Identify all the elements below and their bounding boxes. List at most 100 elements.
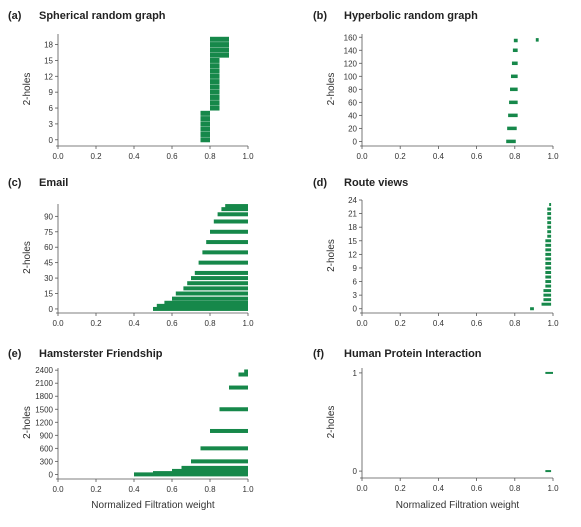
bar: [545, 266, 552, 270]
bar: [545, 270, 552, 274]
y-tick-label: 140: [344, 46, 358, 55]
bar: [172, 296, 248, 301]
bar: [191, 459, 248, 464]
bars: [134, 369, 248, 477]
x-tick-label: 0.8: [509, 152, 521, 161]
y-tick-label: 0: [49, 136, 54, 145]
bar: [219, 407, 248, 412]
panel-letter: (c): [8, 177, 22, 189]
y-tick-label: 0: [353, 137, 358, 146]
x-tick-label: 0.4: [128, 485, 140, 494]
y-tick-label: 40: [348, 111, 357, 120]
bar: [210, 68, 220, 74]
bar: [217, 212, 248, 217]
panel-a: (a) Spherical random graph 0.0 0.2 0.4 0.6 0.8…: [8, 10, 254, 161]
x-tick-label: 0.0: [52, 152, 64, 161]
bar: [200, 116, 210, 122]
bar: [200, 137, 210, 143]
y-tick-label: 45: [44, 259, 53, 268]
x-tick-label: 1.0: [242, 319, 254, 328]
bar: [172, 468, 248, 473]
bars: [153, 204, 248, 311]
bar: [545, 280, 552, 284]
panel-e: (e) Hamsterster Friendship 0.0 0.2 0.4 0.6 0.8…: [8, 348, 254, 511]
bar: [506, 139, 516, 144]
y-tick-label: 60: [348, 98, 357, 107]
bar: [210, 52, 229, 58]
y-tick-label: 15: [44, 56, 53, 65]
x-tick-label: 0.2: [395, 319, 407, 328]
bar: [200, 131, 210, 137]
x-axis-label: Normalized Filtration weight: [396, 500, 520, 511]
x-tick-label: 0.8: [204, 319, 216, 328]
bar: [210, 63, 220, 69]
x-tick-label: 0.8: [509, 319, 521, 328]
panel-title: Spherical random graph: [39, 10, 166, 22]
x-tick-label: 0.6: [471, 484, 483, 493]
bar: [545, 470, 552, 473]
x-tick-label: 1.0: [547, 319, 559, 328]
panel-letter: (f): [313, 348, 324, 360]
bar: [509, 100, 518, 105]
x-tick-label: 0.4: [433, 484, 445, 493]
panel-title: Route views: [344, 177, 408, 189]
x-tick-label: 0.6: [166, 319, 178, 328]
x-tick-label: 0.6: [471, 319, 483, 328]
y-tick-label: 24: [348, 196, 357, 205]
bar: [545, 252, 552, 256]
y-tick-label: 0: [353, 467, 358, 476]
bar: [191, 276, 248, 281]
y-tick-label: 30: [44, 274, 53, 283]
bars: [200, 36, 229, 143]
y-tick-label: 9: [353, 264, 358, 273]
y-tick-label: 12: [348, 250, 357, 259]
bar: [511, 61, 518, 66]
bar: [200, 446, 248, 451]
bar: [508, 113, 518, 118]
y-tick-label: 0: [49, 305, 54, 314]
bar: [213, 219, 248, 224]
bar: [210, 89, 220, 95]
y-tick-label: 1: [353, 369, 358, 378]
x-tick-label: 0.6: [166, 152, 178, 161]
panel-letter: (b): [313, 10, 327, 22]
y-tick-label: 15: [348, 237, 357, 246]
y-tick-label: 21: [348, 210, 357, 219]
bar: [545, 243, 552, 247]
bar: [221, 207, 248, 212]
y-axis-label: 2-holes: [22, 406, 33, 439]
bar: [225, 204, 248, 209]
x-tick-label: 0.4: [433, 152, 445, 161]
y-tick-label: 600: [40, 444, 54, 453]
bar: [545, 261, 552, 265]
bar: [512, 48, 518, 53]
x-tick-label: 0.2: [395, 152, 407, 161]
y-tick-label: 900: [40, 431, 54, 440]
bar: [507, 126, 517, 131]
bar: [510, 74, 518, 79]
bar: [545, 239, 552, 243]
y-tick-label: 15: [44, 290, 53, 299]
y-axis-label: 2-holes: [326, 239, 337, 272]
bar: [547, 234, 552, 238]
y-tick-label: 2100: [35, 379, 53, 388]
x-tick-label: 0.6: [471, 152, 483, 161]
bar: [164, 300, 248, 305]
bar: [545, 248, 552, 252]
x-tick-label: 0.2: [395, 484, 407, 493]
x-tick-label: 0.8: [509, 484, 521, 493]
bar: [200, 110, 210, 116]
bar: [200, 126, 210, 132]
bar: [535, 38, 539, 42]
bar: [543, 293, 552, 297]
panel-title: Hamsterster Friendship: [39, 348, 163, 360]
bar: [210, 73, 220, 79]
y-tick-label: 3: [49, 120, 54, 129]
bar: [210, 36, 229, 42]
bar: [547, 221, 552, 225]
panel-title: Human Protein Interaction: [344, 348, 482, 360]
panel-b: (b) Hyperbolic random graph 0.0 0.2 0.4 0.6 0.…: [313, 10, 559, 161]
y-axis-label: 2-holes: [22, 241, 33, 274]
bar: [513, 38, 518, 43]
bar: [238, 372, 248, 377]
